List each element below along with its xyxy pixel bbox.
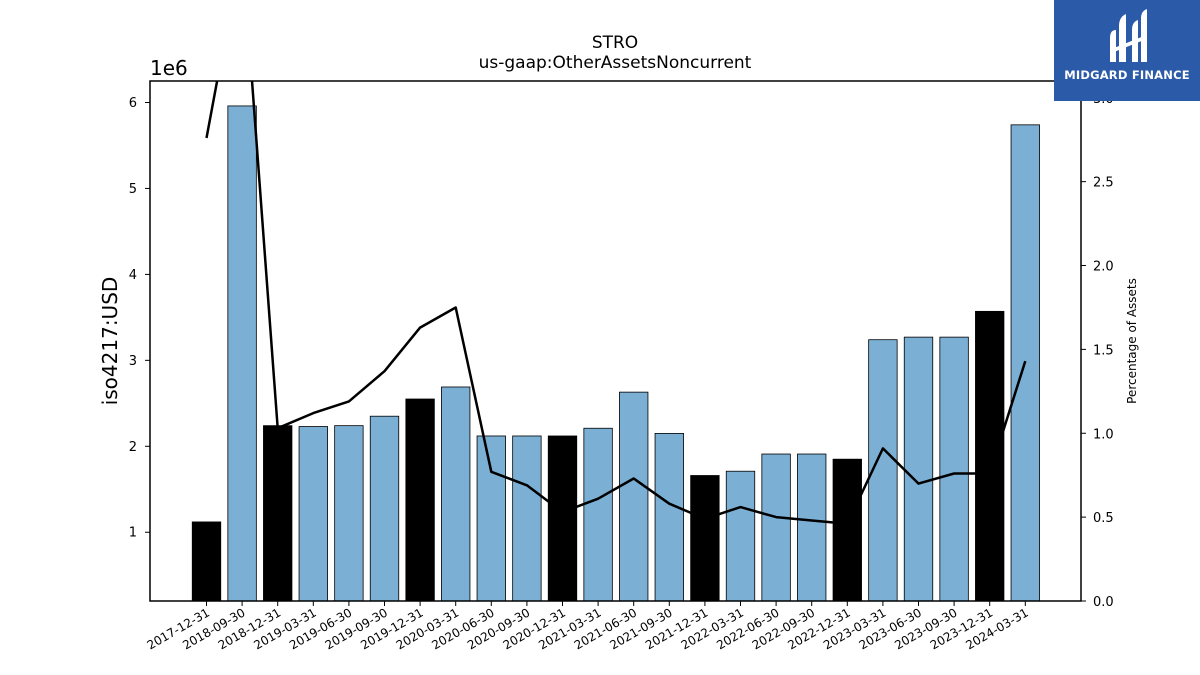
y-tick-label: 2 [129, 440, 137, 455]
chart-subtitle: us-gaap:OtherAssetsNoncurrent [479, 53, 752, 73]
bar-2017-12-31 [191, 521, 222, 601]
y2-tick-label: 1.5 [1093, 343, 1114, 358]
y2-axis-label: Percentage of Assets [1125, 278, 1139, 404]
bar-2020-06-30 [476, 435, 506, 601]
bar-2019-12-31 [405, 398, 435, 601]
midgard-finance-logo: MIDGARD FINANCE [1054, 0, 1200, 101]
bar-2020-12-31 [547, 435, 578, 601]
y2-axis: 0.00.51.01.52.02.53.0 [1081, 92, 1114, 610]
y-tick-label: 6 [129, 96, 137, 111]
bar-2019-06-30 [334, 425, 364, 601]
bar-series [191, 105, 1040, 601]
chart-title: STRO [592, 33, 638, 53]
bar-2019-03-31 [298, 426, 328, 601]
plot-frame [149, 80, 1082, 602]
bar-2023-12-31 [975, 310, 1005, 601]
bar-2021-09-30 [654, 432, 684, 601]
percentage-line [205, 81, 1027, 526]
bar-2018-09-30 [227, 105, 257, 601]
bar-2020-03-31 [441, 386, 471, 601]
bar-2022-06-30 [761, 453, 791, 601]
bar-2021-03-31 [583, 427, 613, 601]
y2-tick-label: 2.5 [1093, 176, 1114, 191]
bar-2022-03-31 [725, 470, 756, 601]
bar-2021-06-30 [619, 391, 649, 601]
y-tick-label: 1 [129, 526, 137, 541]
y2-tick-label: 1.0 [1093, 427, 1114, 442]
bar-2018-12-31 [263, 425, 293, 601]
y2-tick-label: 0.0 [1093, 595, 1114, 610]
logo-text: MIDGARD FINANCE [1064, 68, 1190, 82]
bar-2021-12-31 [690, 475, 720, 601]
midgard-logo-icon [1110, 9, 1147, 62]
x-axis: 2017-12-312018-09-302018-12-312019-03-31… [145, 601, 1031, 652]
bar-2022-12-31 [832, 458, 862, 601]
y-offset-label: 1e6 [150, 56, 188, 80]
y2-tick-label: 0.5 [1093, 511, 1114, 526]
y-tick-label: 4 [129, 268, 137, 283]
y-tick-label: 3 [129, 354, 137, 369]
bar-2023-09-30 [939, 336, 969, 601]
y-tick-label: 5 [129, 182, 137, 197]
bar-2020-09-30 [512, 435, 542, 601]
y-axis-label: iso4217:USD [98, 277, 122, 406]
y-axis: 1 2 3 4 5 6 [129, 96, 150, 541]
y2-tick-label: 2.0 [1093, 260, 1114, 275]
bar-2023-06-30 [903, 336, 934, 601]
bar-2019-09-30 [369, 415, 400, 601]
bar-2022-09-30 [797, 453, 827, 601]
line-series [205, 81, 1027, 526]
